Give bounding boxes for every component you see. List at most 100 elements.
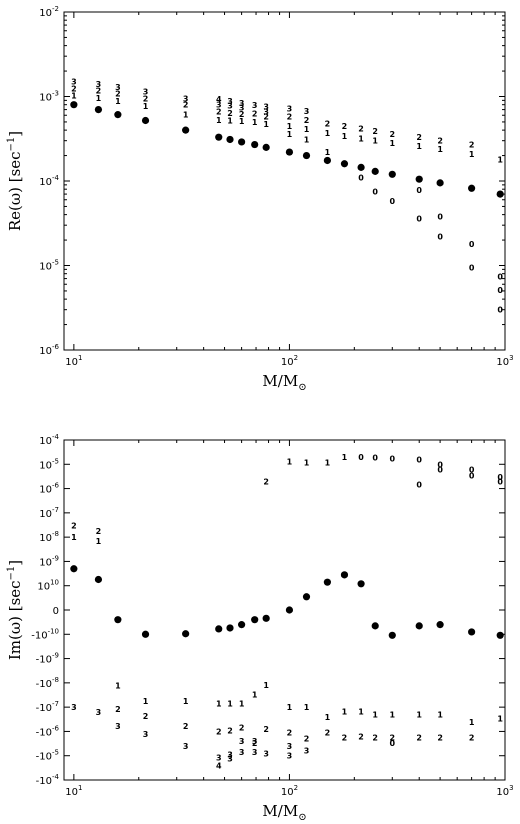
- mode-label: 2: [115, 90, 121, 99]
- mode-label: 0: [437, 460, 443, 469]
- mode-label: 3: [115, 83, 121, 92]
- data-point: [371, 622, 379, 630]
- im-omega-chart: 101 102 10310-410-510-610-710-810-910100-1…: [6, 433, 514, 823]
- data-point: [371, 167, 379, 175]
- mode-label: 0: [497, 306, 503, 315]
- y-tick-label: 10-6: [39, 343, 59, 357]
- mode-label: 0: [416, 186, 422, 195]
- data-point: [468, 184, 476, 192]
- data-point: [226, 135, 234, 144]
- mode-label: 3: [71, 703, 77, 712]
- y-tick-label: -10-9: [36, 652, 59, 666]
- mode-label: 1: [497, 155, 503, 164]
- mode-label: 1: [115, 682, 121, 691]
- mode-label: 2: [143, 712, 149, 721]
- mode-label: 2: [437, 137, 443, 146]
- mode-label: 0: [358, 453, 364, 462]
- mode-label: 2: [342, 122, 348, 131]
- mode-label: 2: [143, 94, 149, 103]
- data-point: [388, 170, 396, 178]
- x-tick-label: 103: [496, 354, 513, 368]
- mode-label: 0: [372, 454, 378, 463]
- data-point: [496, 190, 504, 198]
- data-point: [415, 622, 423, 630]
- mode-label: 0: [437, 213, 443, 222]
- mode-label: 1: [216, 699, 222, 708]
- mode-label: 2: [227, 726, 233, 735]
- mode-label: 2: [263, 112, 269, 121]
- mode-label: 0: [497, 473, 503, 482]
- mode-label: 3: [304, 107, 310, 116]
- data-point: [262, 143, 270, 151]
- mode-label: 3: [96, 708, 102, 717]
- mode-label: 2: [252, 739, 258, 748]
- mode-label: 0: [497, 286, 503, 295]
- mode-label: 1: [469, 718, 475, 727]
- data-point: [70, 101, 78, 109]
- y-axis-label: Im(ω) [sec−1]: [6, 560, 24, 660]
- data-point: [436, 179, 444, 187]
- mode-label: 1: [216, 116, 222, 125]
- mode-label: 0: [389, 455, 395, 464]
- mode-label: 1: [325, 129, 331, 138]
- data-point: [215, 625, 223, 633]
- data-point: [436, 621, 444, 629]
- data-point: [415, 175, 423, 183]
- y-tick-label: 10-4: [39, 174, 59, 188]
- mode-label: 1: [239, 117, 245, 126]
- mode-label: 2: [115, 705, 121, 714]
- mode-label: 0: [497, 273, 503, 282]
- mode-label: 2: [263, 477, 269, 486]
- mode-label: 2: [389, 734, 395, 743]
- mode-label: 3: [96, 80, 102, 89]
- mode-label: 1: [263, 120, 269, 129]
- mode-label: 1: [358, 134, 364, 143]
- mode-label: 2: [469, 141, 475, 150]
- mode-label: 3: [252, 737, 258, 746]
- mode-label: 2: [304, 735, 310, 744]
- data-point: [238, 138, 246, 146]
- data-point: [323, 156, 331, 165]
- mode-label: 1: [183, 111, 189, 120]
- mode-label: 1: [416, 142, 422, 151]
- data-point: [141, 630, 150, 638]
- mode-label: 1: [304, 125, 310, 134]
- mode-label: 1: [304, 135, 310, 144]
- mode-label: 2: [216, 108, 222, 117]
- data-point: [285, 606, 294, 614]
- mode-label: 1: [71, 533, 77, 542]
- mode-label: 3: [252, 748, 258, 757]
- mode-label: 2: [372, 734, 378, 743]
- y-tick-label: -10-8: [36, 676, 59, 690]
- data-point: [357, 580, 365, 588]
- mode-label: 3: [239, 748, 245, 757]
- y-axis-label: Re(ω) [sec−1]: [6, 131, 24, 231]
- data-point: [215, 133, 223, 141]
- mode-label: 3: [143, 88, 149, 97]
- x-tick-label: 101: [65, 354, 82, 368]
- mode-label: 3: [183, 94, 189, 103]
- mode-label: 1: [71, 91, 77, 100]
- mode-label: 3: [252, 101, 258, 110]
- mode-label: 2: [325, 119, 331, 128]
- mode-label: 0: [469, 263, 475, 272]
- data-point: [302, 593, 311, 601]
- mode-label: 2: [252, 109, 258, 118]
- data-point: [70, 565, 78, 573]
- mode-label: 2: [239, 724, 245, 733]
- mode-label: 3: [227, 751, 233, 760]
- mode-label: 2: [287, 728, 293, 737]
- mode-label: 0: [437, 466, 443, 475]
- mode-label: 2: [389, 130, 395, 139]
- data-point: [388, 631, 396, 639]
- mode-label: 1: [497, 715, 503, 724]
- mode-label: 3: [71, 78, 77, 87]
- y-tick-label: 10-7: [39, 506, 59, 520]
- mode-label: 2: [416, 133, 422, 142]
- mode-label: 0: [437, 233, 443, 242]
- mode-label: 0: [389, 197, 395, 206]
- data-point: [340, 571, 349, 579]
- data-point: [262, 614, 270, 622]
- data-point: [114, 111, 122, 119]
- mode-label: 1: [325, 458, 331, 467]
